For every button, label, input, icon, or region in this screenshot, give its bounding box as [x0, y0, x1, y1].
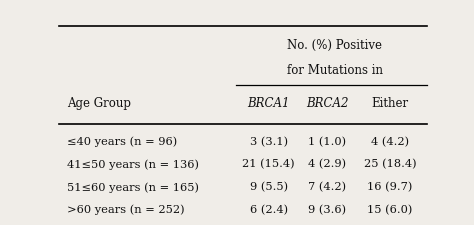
Text: No. (%) Positive: No. (%) Positive — [287, 39, 382, 52]
Text: 7 (4.2): 7 (4.2) — [309, 181, 346, 191]
Text: 9 (5.5): 9 (5.5) — [250, 181, 288, 191]
Text: 9 (3.6): 9 (3.6) — [309, 204, 346, 214]
Text: for Mutations in: for Mutations in — [287, 63, 383, 76]
Text: BRCA2: BRCA2 — [306, 96, 349, 109]
Text: Age Group: Age Group — [66, 96, 131, 109]
Text: 6 (2.4): 6 (2.4) — [250, 204, 288, 214]
Text: 4 (2.9): 4 (2.9) — [309, 159, 346, 169]
Text: 1 (1.0): 1 (1.0) — [309, 136, 346, 146]
Text: 21 (15.4): 21 (15.4) — [242, 159, 295, 169]
Text: Either: Either — [371, 96, 409, 109]
Text: >60 years (n = 252): >60 years (n = 252) — [66, 204, 184, 214]
Text: 25 (18.4): 25 (18.4) — [364, 159, 416, 169]
Text: BRCA1: BRCA1 — [247, 96, 290, 109]
Text: 15 (6.0): 15 (6.0) — [367, 204, 412, 214]
Text: ≤40 years (n = 96): ≤40 years (n = 96) — [66, 136, 177, 147]
Text: 51≤60 years (n = 165): 51≤60 years (n = 165) — [66, 181, 199, 192]
Text: 3 (3.1): 3 (3.1) — [250, 136, 288, 146]
Text: 41≤50 years (n = 136): 41≤50 years (n = 136) — [66, 159, 199, 169]
Text: 16 (9.7): 16 (9.7) — [367, 181, 412, 191]
Text: 4 (4.2): 4 (4.2) — [371, 136, 409, 146]
